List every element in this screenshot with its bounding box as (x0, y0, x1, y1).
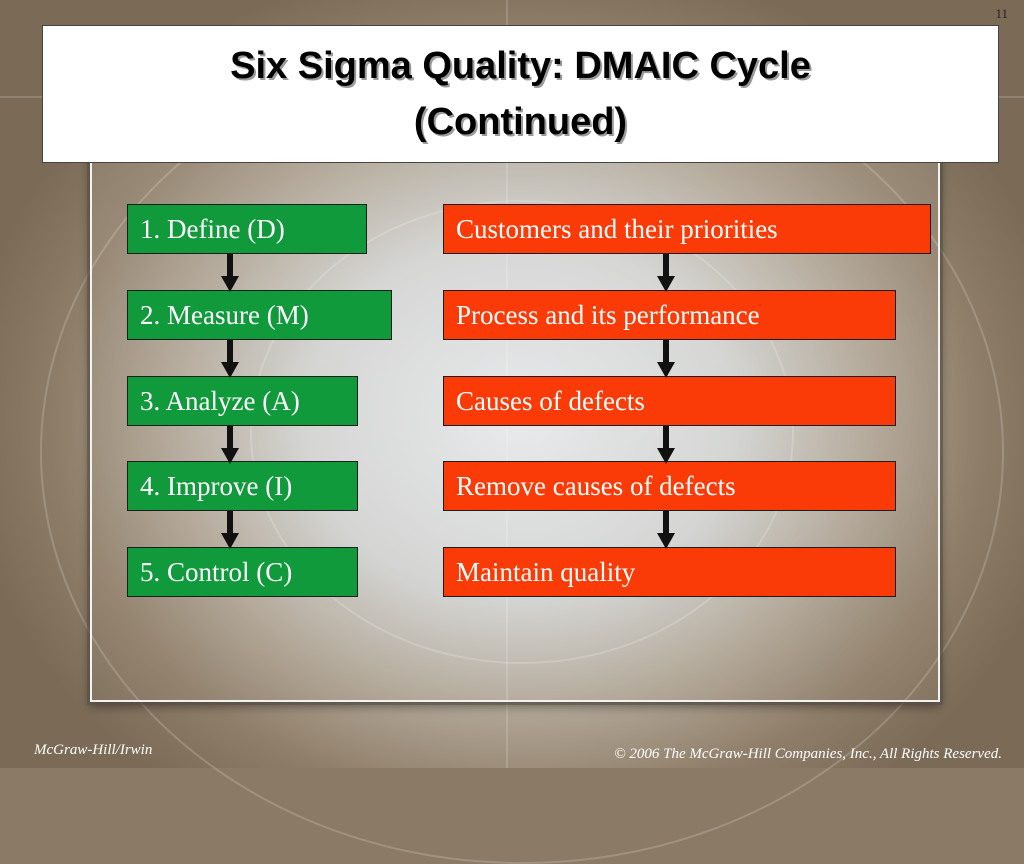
down-arrow-icon (221, 426, 239, 464)
down-arrow-icon (221, 340, 239, 378)
focus-box-customers: Customers and their priorities (443, 204, 931, 254)
slide-title-line-2: (Continued) (413, 101, 628, 143)
background-ring-inner (250, 200, 794, 664)
focus-box-process: Process and its performance (443, 290, 896, 340)
footer-copyright: © 2006 The McGraw-Hill Companies, Inc., … (614, 746, 1002, 762)
footer-publisher: McGraw-Hill/Irwin (34, 742, 153, 758)
title-box: Six Sigma Quality: DMAIC Cycle (Continue… (42, 25, 999, 163)
focus-box-maintain: Maintain quality (443, 547, 896, 597)
phase-box-define: 1. Define (D) (127, 204, 367, 254)
focus-box-remove-causes: Remove causes of defects (443, 461, 896, 511)
down-arrow-icon (657, 511, 675, 549)
slide-title-line-1: Six Sigma Quality: DMAIC Cycle (230, 45, 811, 87)
down-arrow-icon (221, 511, 239, 549)
down-arrow-icon (657, 426, 675, 464)
phase-box-improve: 4. Improve (I) (127, 461, 358, 511)
phase-box-measure: 2. Measure (M) (127, 290, 392, 340)
slide-number: 11 (995, 6, 1008, 21)
focus-box-causes: Causes of defects (443, 376, 896, 426)
phase-box-control: 5. Control (C) (127, 547, 358, 597)
phase-box-analyze: 3. Analyze (A) (127, 376, 358, 426)
down-arrow-icon (657, 340, 675, 378)
down-arrow-icon (221, 254, 239, 292)
down-arrow-icon (657, 254, 675, 292)
